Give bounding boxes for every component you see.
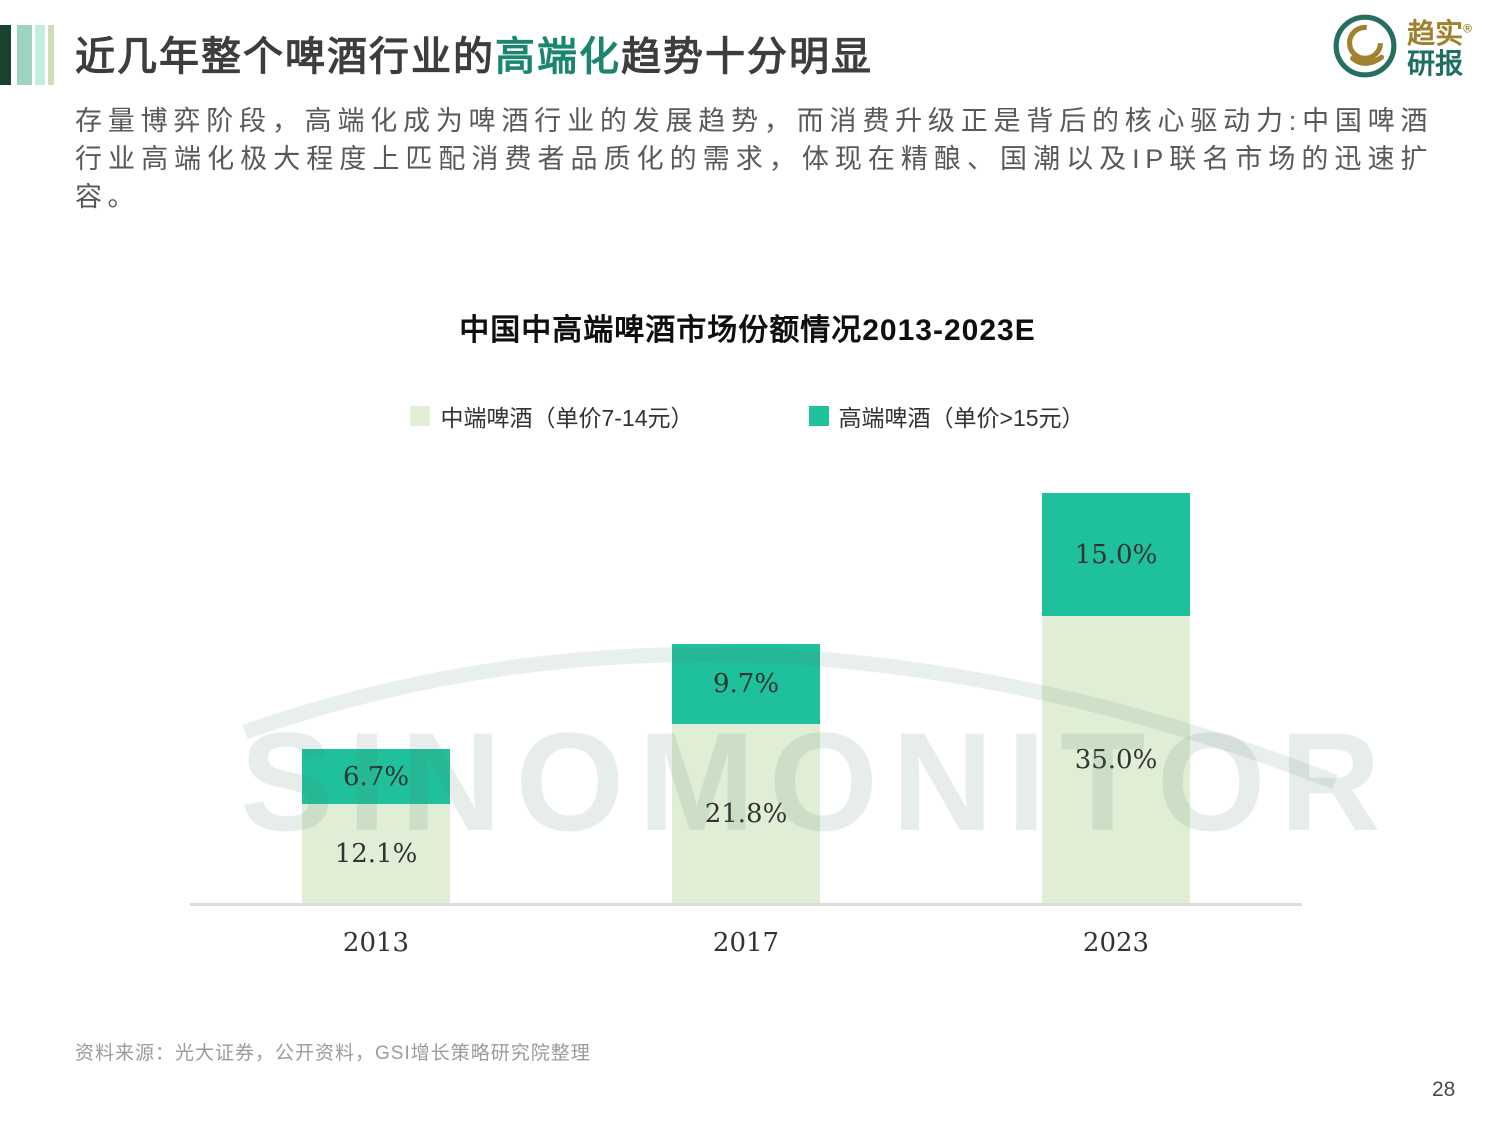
page-title-prefix: 近几年整个啤酒行业的 [75,35,495,79]
source-note: 资料来源：光大证券，公开资料，GSI增长策略研究院整理 [75,1043,591,1064]
q-ring-logo-icon [1331,12,1399,85]
intro-paragraph: 存量博弈阶段，高端化成为啤酒行业的发展趋势，而消费升级正是背后的核心驱动力:中国… [75,106,1433,212]
bar-segment-2023-mid-range: 35.0% [1042,616,1190,903]
accent-stripe-light [35,25,45,85]
page-title-suffix: 趋势十分明显 [621,35,873,79]
brand-name-line1: 趋实® [1407,18,1472,50]
accent-stripe-dark [0,25,11,85]
brand-logo-text: 趋实® 研报 [1407,19,1472,78]
legend-item-high-end-beer: 高端啤酒（单价>15元） [808,399,1085,433]
legend-label-high-end: 高端啤酒（单价>15元） [838,405,1085,431]
bar-value-label: 6.7% [342,761,410,792]
bar-value-label: 9.7% [712,669,780,699]
title-accent-stripes [0,25,54,85]
x-axis-category-label: 2013 [342,928,410,958]
bar-segment-2017-high-end: 9.7% [672,644,820,724]
chart-title: 中国中高端啤酒市场份额情况2013-2023E [459,314,1036,347]
page-title: 近几年整个啤酒行业的高端化趋势十分明显 [75,24,873,82]
accent-stripe-medium [17,25,32,85]
accent-stripe-pale [48,25,54,85]
bar-value-label: 15.0% [1074,539,1158,570]
bar-value-label: 35.0% [1074,744,1158,775]
x-axis-category-label: 2017 [712,928,780,958]
bar-segment-2013-mid-range: 12.1% [302,804,450,903]
bar-segment-2017-mid-range: 21.8% [672,724,820,903]
legend-swatch-high-end [808,406,829,426]
x-axis-category-label: 2023 [1082,928,1150,958]
brand-name-line2: 研报 [1407,47,1464,79]
x-axis-line [190,903,1302,906]
legend-swatch-mid-range [410,406,431,426]
registered-mark: ® [1463,21,1472,36]
legend-item-mid-range-beer: 中端啤酒（单价7-14元） [410,399,694,433]
bar-value-label: 21.8% [704,798,788,829]
page-number: 28 [1432,1078,1456,1101]
chart-legend: 中端啤酒（单价7-14元） 高端啤酒（单价>15元） [190,399,1305,433]
page-title-highlight: 高端化 [495,35,621,79]
brand-logo: 趋实® 研报 [1331,12,1472,85]
bar-segment-2023-high-end: 15.0% [1042,493,1190,616]
bar-segment-2013-high-end: 6.7% [302,749,450,804]
bar-value-label: 12.1% [334,838,418,869]
legend-label-mid-range: 中端啤酒（单价7-14元） [440,405,694,431]
